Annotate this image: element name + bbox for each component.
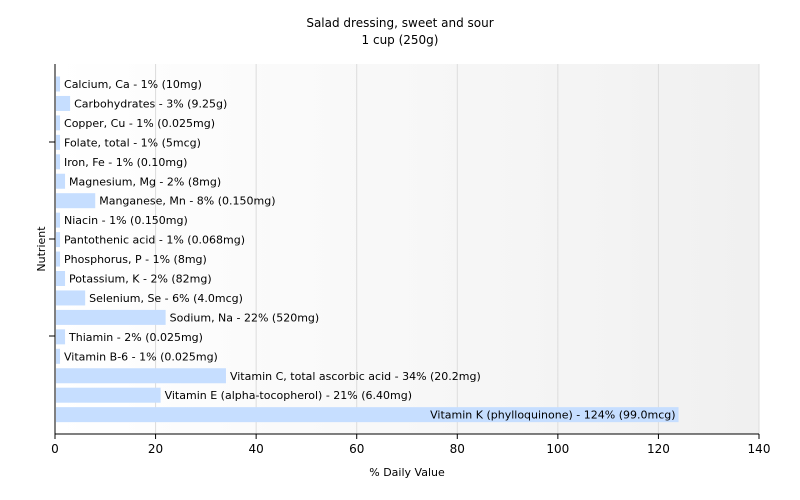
x-tick-label: 20 (148, 442, 163, 456)
bar-label: Selenium, Se - 6% (4.0mcg) (89, 292, 243, 305)
bar-label: Carbohydrates - 3% (9.25g) (74, 97, 227, 110)
bar-label: Folate, total - 1% (5mcg) (64, 136, 201, 149)
bar (56, 387, 161, 403)
bar (56, 173, 66, 189)
bar-label: Pantothenic acid - 1% (0.068mg) (64, 234, 245, 247)
x-tick-label: 140 (748, 442, 771, 456)
bar-label: Copper, Cu - 1% (0.025mg) (64, 117, 215, 130)
bar-label: Iron, Fe - 1% (0.10mg) (64, 156, 187, 169)
bar-label: Phosphorus, P - 1% (8mg) (64, 253, 207, 266)
y-axis-title: Nutrient (35, 226, 48, 272)
bars (56, 76, 679, 423)
x-axis-title: % Daily Value (369, 466, 445, 479)
bar-label: Calcium, Ca - 1% (10mg) (64, 78, 202, 91)
bar-label: Magnesium, Mg - 2% (8mg) (69, 175, 221, 188)
bar (56, 368, 226, 384)
bar-label: Thiamin - 2% (0.025mg) (68, 331, 203, 344)
x-tick-label: 60 (349, 442, 364, 456)
bar (56, 134, 61, 150)
bar (56, 348, 61, 364)
bar-label: Vitamin C, total ascorbic acid - 34% (20… (230, 370, 481, 383)
bar-labels: Calcium, Ca - 1% (10mg) Carbohydrates - 3… (64, 78, 676, 422)
bar (56, 407, 679, 423)
bar-label: Vitamin E (alpha-tocopherol) - 21% (6.40… (165, 389, 412, 402)
bar (56, 76, 61, 92)
x-tick-label: 40 (249, 442, 264, 456)
x-tick-label: 0 (51, 442, 59, 456)
bar (56, 271, 66, 286)
bar-label: Sodium, Na - 22% (520mg) (170, 311, 320, 324)
chart-subtitle: 1 cup (250g) (361, 33, 439, 47)
x-tick-label: 100 (546, 442, 569, 456)
bar-label: Niacin - 1% (0.150mg) (64, 214, 188, 227)
bar (56, 193, 96, 209)
bar (56, 251, 61, 267)
bar (56, 154, 61, 170)
x-tick-label: 80 (450, 442, 465, 456)
bar (56, 95, 71, 111)
bar (56, 232, 61, 248)
bar-label: Manganese, Mn - 8% (0.150mg) (99, 195, 275, 208)
bar (56, 309, 166, 325)
gridlines (155, 64, 760, 434)
x-tick-label: 120 (647, 442, 670, 456)
bar-label: Vitamin B-6 - 1% (0.025mg) (64, 350, 218, 363)
axes (49, 64, 760, 439)
chart-title: Salad dressing, sweet and sour (306, 16, 494, 30)
bar-label: Vitamin K (phylloquinone) - 124% (99.0mc… (430, 409, 675, 422)
bar (56, 212, 61, 228)
bar (56, 329, 66, 345)
bar (56, 290, 86, 306)
bar (56, 115, 61, 131)
x-tick-labels: 0 20 40 60 80 100 120 140 (51, 442, 770, 456)
bar-label: Potassium, K - 2% (82mg) (69, 273, 212, 286)
